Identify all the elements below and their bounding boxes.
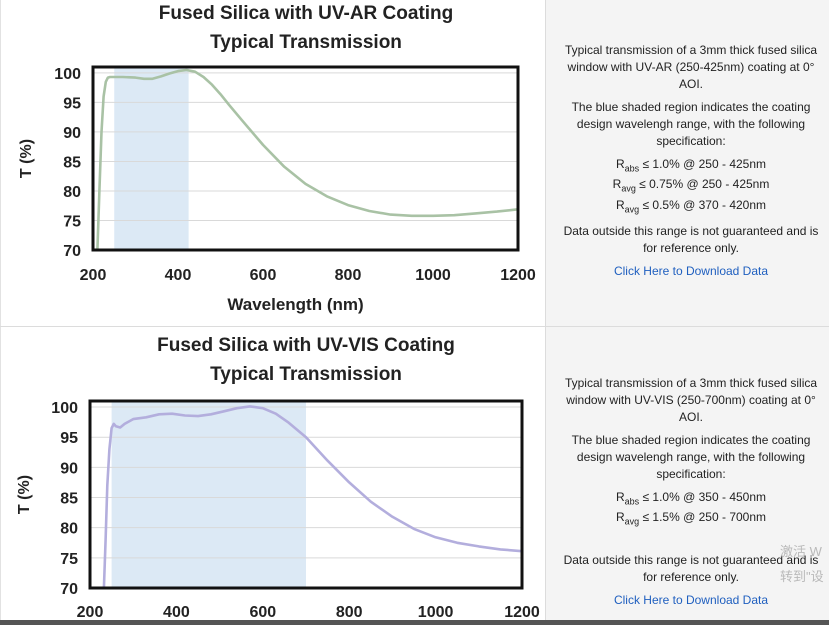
spec-subscript: abs	[624, 496, 640, 507]
x-tick-label: 400	[163, 604, 190, 621]
x-tick-label: 800	[335, 267, 362, 284]
y-tick-label: 70	[63, 243, 81, 260]
y-tick-label: 80	[60, 521, 78, 538]
description-block: Typical transmission of a 3mm thick fuse…	[560, 42, 822, 286]
disclaimer-text: Data outside this range is not guarantee…	[563, 224, 819, 256]
spec-subscript: avg	[621, 183, 636, 194]
spec-value: ≤ 1.0% @ 350 - 450nm	[639, 490, 767, 504]
description-panel-uv-ar: Typical transmission of a 3mm thick fuse…	[545, 0, 829, 326]
chart-title: Fused Silica with UV-AR Coating	[159, 3, 454, 24]
x-tick-label: 200	[80, 267, 107, 284]
spec-line: Rabs ≤ 1.0% @ 250 - 425nm	[560, 156, 822, 176]
y-tick-label: 90	[63, 125, 81, 142]
x-tick-label: 1000	[418, 604, 454, 621]
y-tick-label: 80	[63, 184, 81, 201]
watermark-line-1: 激活 W	[780, 544, 822, 559]
disclaimer-text: Data outside this range is not guarantee…	[563, 552, 819, 584]
x-tick-label: 1200	[500, 267, 536, 284]
y-tick-label: 75	[63, 213, 81, 230]
spec-line: Ravg ≤ 0.5% @ 370 - 420nm	[560, 197, 822, 217]
x-tick-label: 400	[165, 267, 192, 284]
spec-line: Ravg ≤ 1.5% @ 250 - 700nm	[560, 509, 822, 529]
watermark-line-2: 转到"设	[780, 569, 824, 584]
y-tick-label: 95	[60, 430, 78, 447]
transmission-chart-uv-vis: Fused Silica with UV-VIS Coating Typical …	[16, 335, 540, 621]
transmission-series-line	[96, 68, 518, 250]
y-tick-label: 85	[63, 154, 81, 171]
description-text: Typical transmission of a 3mm thick fuse…	[564, 43, 818, 91]
spec-value: ≤ 0.75% @ 250 - 425nm	[635, 177, 770, 192]
chart-row-uv-ar: Fused Silica with UV-AR Coating Typical T…	[0, 0, 829, 327]
plot-frame	[91, 65, 520, 252]
spec-subscript: avg	[624, 516, 640, 527]
spec-list: Rabs ≤ 1.0% @ 250 - 425nm Ravg ≤ 0.75% @ …	[560, 156, 822, 217]
spec-line: Ravg ≤ 0.75% @ 250 - 425nm	[560, 176, 822, 196]
spec-line: Rabs ≤ 1.0% @ 350 - 450nm	[560, 489, 822, 509]
y-tick-label: 85	[60, 491, 78, 508]
x-tick-label: 200	[77, 604, 104, 621]
description-panel-uv-vis: Typical transmission of a 3mm thick fuse…	[545, 327, 829, 625]
spec-symbol: R	[612, 177, 622, 192]
chart-row-uv-vis: Fused Silica with UV-VIS Coating Typical …	[0, 327, 829, 625]
chart-title: Fused Silica with UV-VIS Coating	[157, 335, 455, 356]
download-data-link[interactable]: Click Here to Download Data	[613, 592, 769, 607]
spec-subscript: avg	[624, 204, 640, 215]
x-tick-label: 1200	[504, 604, 540, 621]
spec-symbol: R	[615, 510, 625, 525]
spec-value: ≤ 1.0% @ 250 - 425nm	[639, 157, 767, 171]
y-tick-label: 100	[51, 400, 78, 417]
spec-value: ≤ 0.5% @ 370 - 420nm	[639, 197, 767, 212]
y-tick-label: 70	[60, 581, 78, 598]
spec-subscript: abs	[624, 163, 640, 174]
bottom-scrollbar-edge	[0, 620, 829, 625]
y-tick-label: 75	[60, 551, 78, 568]
region-text: The blue shaded region indicates the coa…	[571, 100, 811, 148]
x-tick-label: 600	[249, 604, 276, 621]
spec-value: ≤ 1.5% @ 250 - 700nm	[639, 510, 767, 525]
transmission-chart-uv-ar: Fused Silica with UV-AR Coating Typical T…	[18, 3, 536, 314]
transmission-series-line	[102, 405, 522, 588]
y-axis-label: T (%)	[18, 139, 35, 178]
y-tick-label: 90	[60, 460, 78, 477]
chart-subtitle: Typical Transmission	[210, 32, 402, 53]
spec-symbol: R	[615, 197, 625, 212]
download-data-link[interactable]: Click Here to Download Data	[613, 264, 769, 279]
chart-panel-uv-ar: Fused Silica with UV-AR Coating Typical T…	[0, 0, 545, 326]
description-text: Typical transmission of a 3mm thick fuse…	[564, 376, 818, 424]
chart-subtitle: Typical Transmission	[210, 364, 402, 385]
y-axis-label: T (%)	[16, 475, 33, 514]
x-tick-label: 800	[336, 604, 363, 621]
region-text: The blue shaded region indicates the coa…	[571, 433, 811, 481]
coating-design-range	[111, 401, 306, 588]
x-axis-label: Wavelength (nm)	[227, 295, 363, 314]
chart-panel-uv-vis: Fused Silica with UV-VIS Coating Typical …	[0, 327, 545, 625]
spec-symbol: R	[615, 157, 625, 171]
y-tick-label: 95	[63, 95, 81, 112]
coating-design-range	[114, 67, 189, 250]
description-block: Typical transmission of a 3mm thick fuse…	[560, 375, 822, 615]
spec-list: Rabs ≤ 1.0% @ 350 - 450nm Ravg ≤ 1.5% @ 2…	[560, 489, 822, 530]
plot-frame	[88, 399, 524, 590]
x-tick-label: 1000	[415, 267, 451, 284]
spec-symbol: R	[615, 490, 625, 504]
x-tick-label: 600	[250, 267, 277, 284]
y-tick-label: 100	[54, 66, 81, 83]
